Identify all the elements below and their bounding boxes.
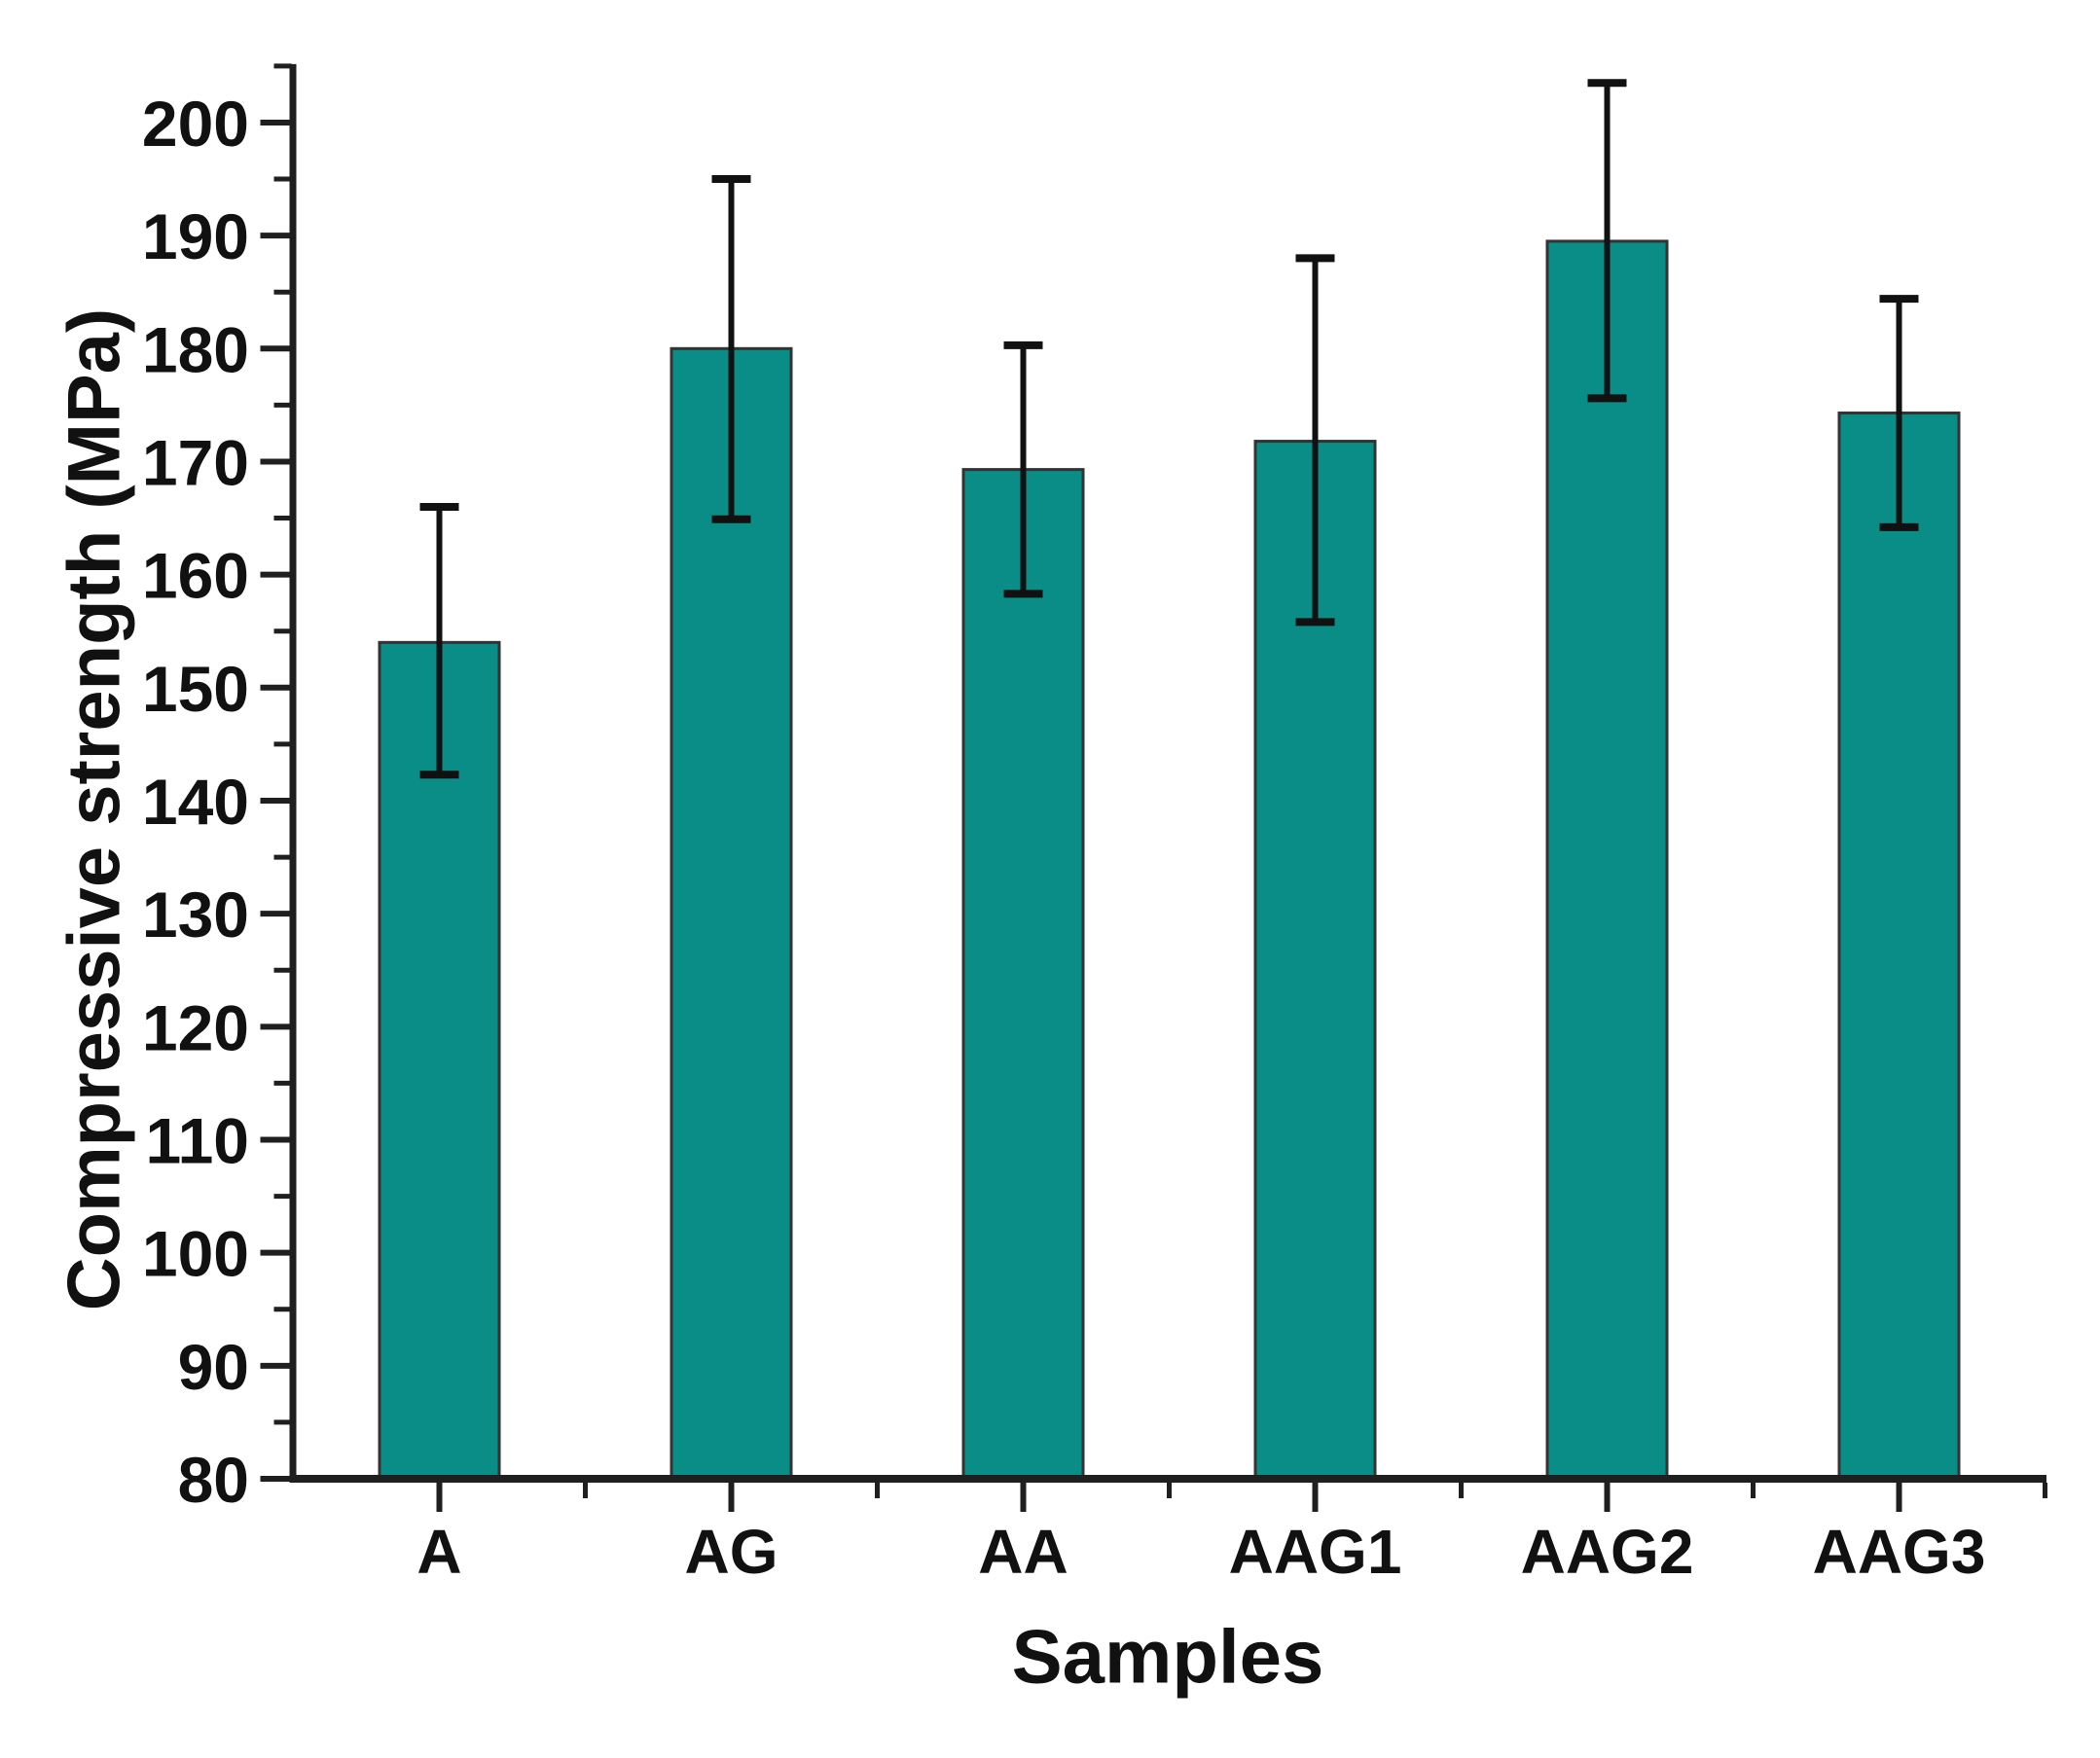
category-label-AAG2: AAG2 bbox=[1521, 1517, 1694, 1587]
category-label-AG: AG bbox=[685, 1517, 778, 1587]
y-tick-label-90: 90 bbox=[178, 1331, 249, 1403]
y-tick-label-150: 150 bbox=[142, 653, 249, 725]
bar-AAG2 bbox=[1545, 239, 1669, 1483]
y-tick-label-100: 100 bbox=[142, 1218, 249, 1290]
category-label-AAG1: AAG1 bbox=[1229, 1517, 1402, 1587]
y-tick-label-180: 180 bbox=[142, 313, 249, 385]
y-axis-title: Compressive strength (MPa) bbox=[53, 307, 136, 1311]
y-tick-label-200: 200 bbox=[142, 88, 249, 160]
bar-AAG3 bbox=[1837, 412, 1961, 1483]
y-tick-label-80: 80 bbox=[178, 1444, 249, 1516]
category-label-AA: AA bbox=[978, 1517, 1068, 1587]
y-tick-label-140: 140 bbox=[142, 766, 249, 838]
y-tick-label-160: 160 bbox=[142, 540, 249, 612]
y-tick-label-130: 130 bbox=[142, 879, 249, 951]
y-tick-label-170: 170 bbox=[142, 426, 249, 498]
bar-AA bbox=[961, 468, 1085, 1483]
x-axis-title: Samples bbox=[1011, 1613, 1324, 1700]
bar-A bbox=[378, 640, 501, 1483]
category-label-AAG3: AAG3 bbox=[1813, 1517, 1986, 1587]
y-tick-label-110: 110 bbox=[146, 1104, 249, 1176]
y-tick-label-190: 190 bbox=[142, 200, 249, 272]
category-label-A: A bbox=[416, 1517, 461, 1587]
y-tick-label-120: 120 bbox=[142, 991, 249, 1063]
